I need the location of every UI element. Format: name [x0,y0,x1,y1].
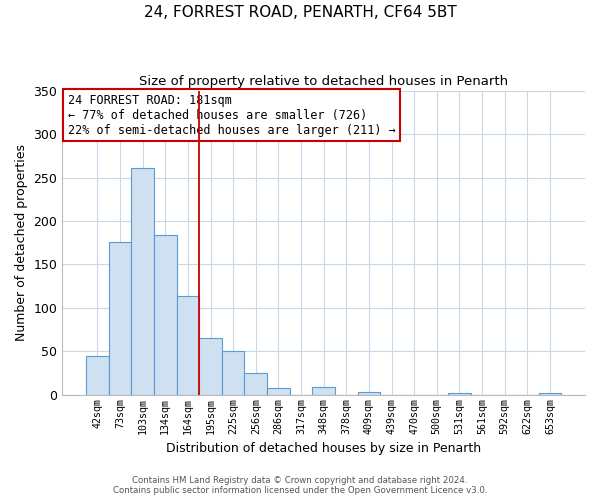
Bar [176,296,199,395]
Bar [448,393,471,395]
Text: 24 FORREST ROAD: 181sqm
← 77% of detached houses are smaller (726)
22% of semi-d: 24 FORREST ROAD: 181sqm ← 77% of detache… [68,94,395,136]
Bar [267,388,290,395]
Bar [109,242,131,395]
X-axis label: Distribution of detached houses by size in Penarth: Distribution of detached houses by size … [166,442,481,455]
Bar [539,393,561,395]
Bar [222,350,244,395]
Bar [313,387,335,395]
Text: Contains HM Land Registry data © Crown copyright and database right 2024.
Contai: Contains HM Land Registry data © Crown c… [113,476,487,495]
Bar [199,338,222,395]
Bar [86,356,109,395]
Bar [131,168,154,395]
Bar [358,392,380,395]
Title: Size of property relative to detached houses in Penarth: Size of property relative to detached ho… [139,75,508,88]
Text: 24, FORREST ROAD, PENARTH, CF64 5BT: 24, FORREST ROAD, PENARTH, CF64 5BT [143,5,457,20]
Bar [244,373,267,395]
Bar [154,235,176,395]
Y-axis label: Number of detached properties: Number of detached properties [15,144,28,341]
